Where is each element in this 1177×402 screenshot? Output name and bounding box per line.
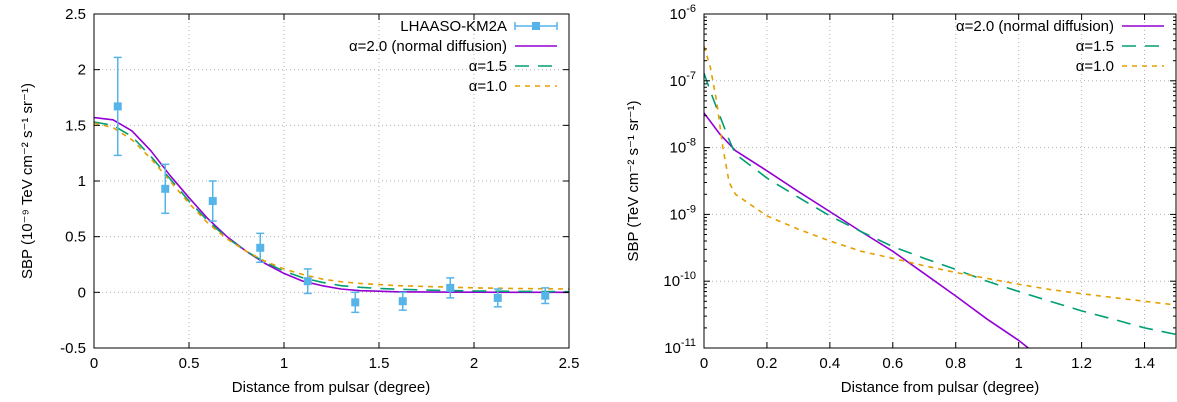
legend-label: α=1.0 xyxy=(1076,58,1114,75)
y-tick-exponent: -7 xyxy=(686,70,696,82)
y-tick-exponent: -9 xyxy=(686,203,696,215)
x-tick-label: 0.8 xyxy=(945,355,966,372)
legend-key-point xyxy=(532,22,540,30)
x-tick-label: 0.2 xyxy=(757,355,778,372)
x-tick-label: 1 xyxy=(1014,355,1022,372)
y-tick-mantissa: 10 xyxy=(663,273,680,290)
legend-label: α=2.0 (normal diffusion) xyxy=(956,18,1114,35)
y-tick-label: 0.5 xyxy=(65,229,86,246)
data-point xyxy=(398,297,407,306)
right-chart: 0 0.2 0.4 0.6 0.8 1 1.2 1.410-1110-1010-910-810… xyxy=(625,3,1177,396)
y-tick-mantissa: 10 xyxy=(670,206,687,223)
y-tick-label: 10-8 xyxy=(670,137,696,157)
left-y-axis-label: SBP (10⁻⁹ TeV cm⁻² s⁻¹ sr⁻¹) xyxy=(19,83,36,279)
left-chart: 0 0.5 1 1.5 2 2.5-0.500.511.522.5 Distance fr… xyxy=(19,6,579,396)
right-curves xyxy=(704,45,1176,348)
y-tick-exponent: -11 xyxy=(681,337,696,349)
x-tick-label: 2 xyxy=(470,355,478,372)
y-tick-label: 10-6 xyxy=(670,3,696,23)
series-line-2 xyxy=(704,45,1176,306)
legend-label: α=1.5 xyxy=(1076,38,1114,55)
left-legend: LHAASO-KM2A α=2.0 (normal diffusion) α=1.5… xyxy=(349,18,558,95)
x-tick-label: 1 xyxy=(280,355,288,372)
y-tick-label: 1.5 xyxy=(65,117,86,134)
y-tick-label: 0 xyxy=(78,284,86,301)
y-tick-mantissa: 10 xyxy=(670,73,687,90)
right-tick-labels: 0 0.2 0.4 0.6 0.8 1 1.2 1.410-1110-1010-910-810… xyxy=(663,3,1176,372)
data-point xyxy=(256,243,265,252)
y-tick-mantissa: 10 xyxy=(670,140,687,157)
y-tick-label: 10-10 xyxy=(663,270,696,290)
series-line-0 xyxy=(94,116,569,294)
y-tick-label: 10-7 xyxy=(670,70,696,90)
x-tick-label: 0 xyxy=(90,355,98,372)
x-tick-label: 0.5 xyxy=(179,355,200,372)
data-point xyxy=(351,298,360,307)
right-x-axis-label: Distance from pulsar (degree) xyxy=(841,379,1039,396)
series-line-2 xyxy=(94,122,569,290)
data-point xyxy=(208,197,217,206)
y-tick-label: -0.5 xyxy=(60,340,86,357)
series-line-1 xyxy=(94,121,569,293)
data-point xyxy=(113,102,122,111)
legend-label: α=2.0 (normal diffusion) xyxy=(349,38,507,55)
y-tick-label: 2 xyxy=(78,62,86,79)
y-tick-label: 2.5 xyxy=(65,6,86,23)
data-point xyxy=(161,184,170,193)
x-tick-label: 2.5 xyxy=(559,355,580,372)
y-tick-label: 1 xyxy=(78,173,86,190)
legend-label: α=1.0 xyxy=(469,78,507,95)
x-tick-label: 1.2 xyxy=(1071,355,1092,372)
series-line-0 xyxy=(704,112,1030,348)
left-data-points xyxy=(113,56,550,314)
y-tick-exponent: -10 xyxy=(680,270,696,282)
series-line-1 xyxy=(704,72,1176,336)
left-tick-labels: 0 0.5 1 1.5 2 2.5-0.500.511.522.5 xyxy=(60,6,579,372)
x-tick-label: 0 xyxy=(700,355,708,372)
left-x-axis-label: Distance from pulsar (degree) xyxy=(232,379,430,396)
x-tick-label: 1.4 xyxy=(1134,355,1155,372)
x-tick-label: 0.4 xyxy=(819,355,840,372)
y-tick-mantissa: 10 xyxy=(664,340,681,357)
right-plot-frame xyxy=(703,13,1177,349)
legend-label: α=1.5 xyxy=(469,58,507,75)
y-tick-exponent: -6 xyxy=(686,3,696,15)
data-point xyxy=(493,293,502,302)
y-tick-mantissa: 10 xyxy=(670,6,687,23)
legend-label: LHAASO-KM2A xyxy=(400,18,507,35)
data-point xyxy=(446,283,455,292)
right-y-axis-label: SBP (TeV cm⁻² s⁻¹ sr⁻¹) xyxy=(625,101,642,262)
data-point xyxy=(303,277,312,286)
y-tick-exponent: -8 xyxy=(686,137,696,149)
x-tick-label: 0.6 xyxy=(882,355,903,372)
x-tick-label: 1.5 xyxy=(369,355,390,372)
y-tick-label: 10-11 xyxy=(664,337,696,357)
right-legend: α=2.0 (normal diffusion) α=1.5 α=1.0 xyxy=(956,18,1164,75)
y-tick-label: 10-9 xyxy=(670,203,696,223)
data-point xyxy=(541,291,550,300)
left-curves xyxy=(94,116,569,294)
